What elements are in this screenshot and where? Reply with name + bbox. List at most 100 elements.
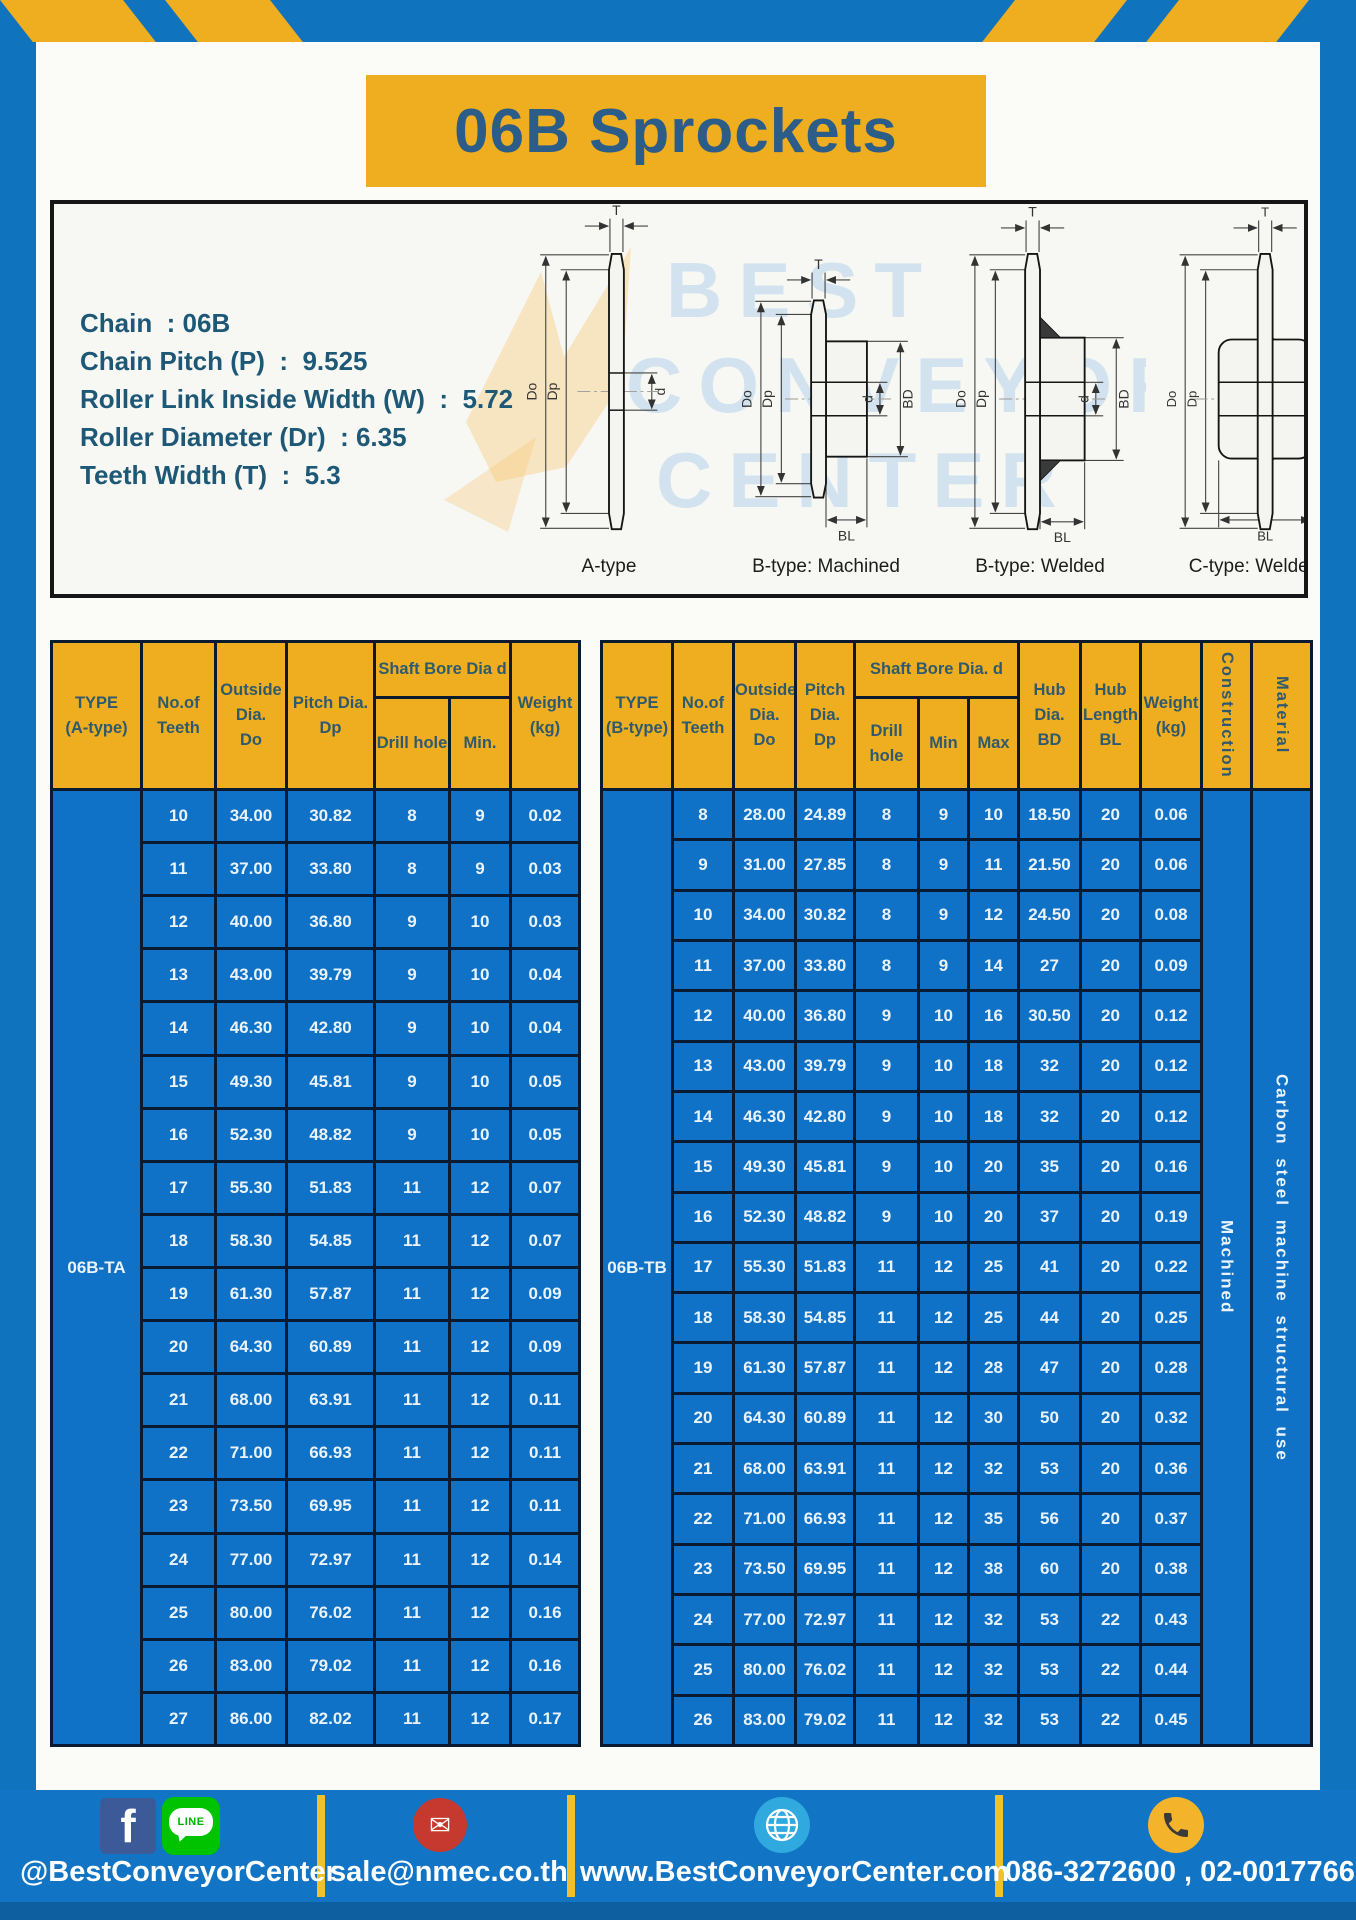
cell: 11 [671,938,735,993]
footer-divider [995,1795,1003,1897]
cell: 20 [967,1190,1020,1244]
cell: 9 [917,938,970,993]
email-icon[interactable]: ✉ [413,1798,467,1852]
cell: 49.30 [214,1053,288,1110]
cell: 20 [1079,1391,1142,1446]
cell: 12 [671,989,735,1043]
cell: 77.00 [214,1531,288,1588]
cell: 22 [1079,1693,1142,1748]
table-row: 06B-TB 8 28.00 24.89 8 9 10 18.50 20 0.06 Machined… [600,787,1313,1747]
cell: 24 [671,1592,735,1647]
cell: 20 [1079,989,1142,1043]
cell: 11 [373,1265,451,1323]
cell: 63.91 [794,1442,856,1496]
figure-caption-b-welded: B-type: Welded [975,556,1105,577]
col-header-weight: Weight (kg) [509,640,582,791]
cell: 8 [373,787,451,845]
dim-label-t: T [612,202,621,218]
cell: 63.91 [285,1372,376,1429]
dim-label-bl: BL [1054,529,1071,545]
cell: 83.00 [732,1693,797,1748]
website-globe-icon[interactable] [754,1797,810,1853]
cell: 53 [1017,1442,1082,1496]
table-row: 17 55.30 51.83 11 12 0.07 [52,1159,582,1216]
cell: 20 [1079,1542,1142,1597]
col-header-teeth: No.of Teeth [140,640,217,791]
cell: 11 [373,1212,451,1269]
cell: 20 [1079,1190,1142,1244]
facebook-icon[interactable]: f [100,1798,156,1854]
cell: 71.00 [214,1425,288,1482]
phone-icon[interactable] [1148,1797,1204,1853]
table-row: 18 58.30 54.85 11 12 0.07 [52,1212,582,1269]
cell: 20 [1079,1291,1142,1345]
cell: 9 [373,1053,451,1110]
dim-label-dp: Dp [759,390,775,408]
cell: 68.00 [732,1442,797,1496]
social-handle-label[interactable]: @BestConveyorCenter [20,1856,337,1888]
cell: 0.03 [509,841,582,898]
cell: 12 [447,1319,513,1376]
cell: 82.02 [285,1690,376,1748]
cell: 77.00 [732,1592,797,1647]
cell: 34.00 [732,888,797,942]
cell: 0.11 [509,1478,582,1535]
cell: 10 [140,787,217,845]
cell: 18 [671,1291,735,1345]
table-row: 16 52.30 48.82 9 10 20 37 20 0.19 [602,1190,1312,1244]
cell: 10 [447,947,513,1004]
email-label[interactable]: sale@nmec.co.th [330,1856,568,1888]
cell: 12 [917,1240,970,1295]
cell: 9 [373,947,451,1004]
cell: 20 [1079,1140,1142,1194]
cell: 11 [373,1478,451,1535]
line-app-icon[interactable]: LINE [162,1797,220,1855]
table-row: 19 61.30 57.87 11 12 28 47 20 0.28 [602,1341,1312,1395]
cell: 53 [1017,1643,1082,1697]
cell: 11 [373,1372,451,1429]
website-label[interactable]: www.BestConveyorCenter.com [580,1856,1010,1888]
cell: 0.19 [1139,1190,1203,1244]
cell: 20 [1079,1240,1142,1295]
table-row: 9 31.00 27.85 8 9 11 21.50 20 0.06 [602,838,1312,892]
dim-label-d: d [860,395,876,403]
cell: 0.45 [1139,1693,1203,1748]
cell: 12 [447,1690,513,1748]
cell: 10 [447,1000,513,1057]
cell: 0.16 [509,1637,582,1694]
cell: 80.00 [214,1584,288,1641]
cell: 12 [447,1212,513,1269]
diagonal-stripe [982,0,1127,42]
cell: 8 [373,841,451,898]
cell: 10 [447,1106,513,1163]
cell: 28 [967,1341,1020,1395]
cell: 10 [917,1039,970,1093]
page-title: 06B Sprockets [454,96,898,166]
a-type-diagram: T Do Dp d [523,202,668,531]
phone-numbers-label[interactable]: 086-3272600 , 02-0017766 [1005,1856,1355,1888]
col-header-pitch-dia: Pitch Dia. Dp [285,640,376,791]
cell: 39.79 [285,947,376,1004]
cell: 12 [447,1637,513,1694]
cell: 25 [967,1291,1020,1345]
cell: 10 [447,1053,513,1110]
cell: 10 [967,787,1020,842]
title-banner: 06B Sprockets [366,75,986,187]
cell: 0.37 [1139,1492,1203,1546]
col-header-shaft-bore: Shaft Bore Dia. d [853,640,1020,699]
cell: 10 [917,1140,970,1194]
table-row: 22 71.00 66.93 11 12 35 56 20 0.37 [602,1492,1312,1546]
cell: 24 [140,1531,217,1588]
cell: 0.16 [1139,1140,1203,1194]
cell: 72.97 [794,1592,856,1647]
col-header-hub-dia: Hub Dia. BD [1017,640,1082,791]
cell: 9 [373,894,451,951]
type-label-cell: 06B-TB [600,788,674,1747]
cell: 73.50 [214,1478,288,1535]
footer-divider [317,1795,325,1897]
table-row: 27 86.00 82.02 11 12 0.17 [52,1690,582,1748]
cell: 60.89 [285,1319,376,1376]
cell: 86.00 [214,1690,288,1748]
cell: 0.14 [509,1531,582,1588]
cell: 32 [967,1592,1020,1647]
